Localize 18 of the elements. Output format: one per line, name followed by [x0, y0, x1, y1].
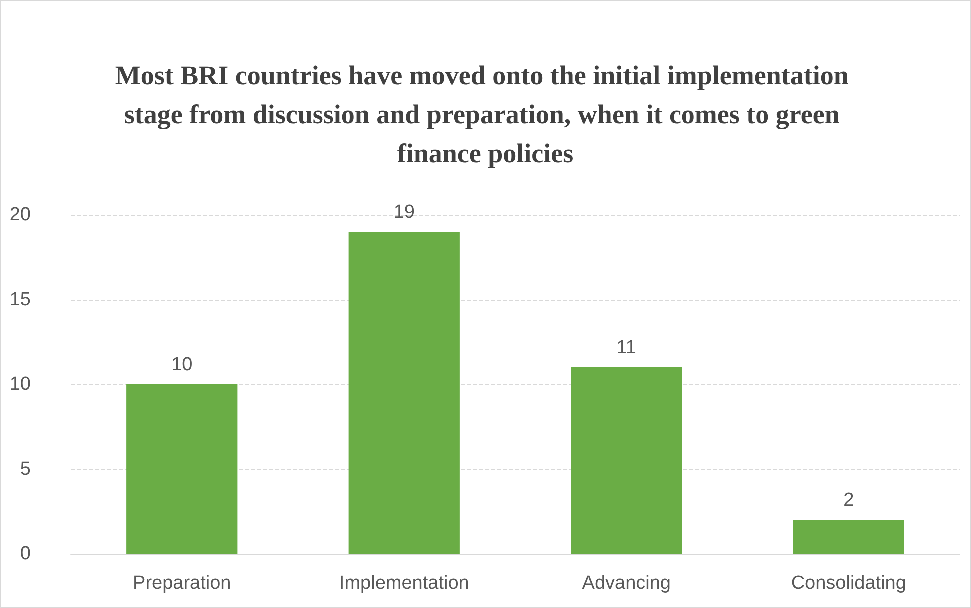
y-tick-label: 20 [10, 204, 31, 226]
chart-title: Most BRI countries have moved onto the initial implementation stage from discussion and preparation, when it comes to green finance policies [115, 60, 856, 168]
x-tick-label: Implementation [339, 573, 470, 594]
data-label: 19 [394, 202, 415, 223]
bar [126, 384, 238, 554]
y-tick-label: 10 [10, 374, 31, 395]
data-label: 10 [172, 354, 193, 376]
y-tick-label: 0 [20, 544, 31, 564]
x-tick-label: Consolidating [791, 573, 906, 594]
bar [348, 232, 460, 554]
y-tick-label: 5 [20, 458, 31, 480]
y-tick-label: 15 [10, 289, 31, 310]
bar [571, 368, 682, 554]
x-tick-label: Preparation [133, 573, 232, 594]
bar [793, 520, 904, 554]
data-label: 11 [616, 338, 636, 359]
data-label: 2 [844, 490, 854, 512]
x-tick-label: Advancing [582, 573, 671, 594]
